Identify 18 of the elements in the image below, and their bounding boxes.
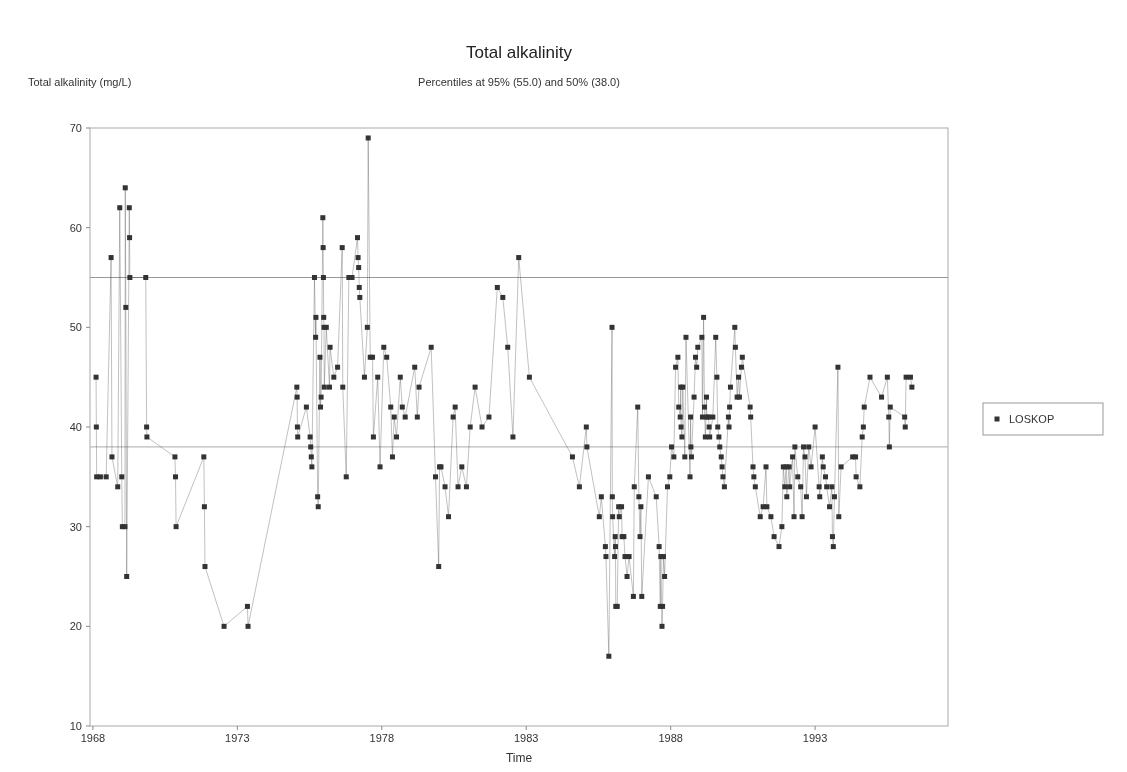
y-tick-label: 40 — [69, 421, 82, 433]
x-tick-label: 1968 — [80, 732, 106, 744]
x-tick-label: 1988 — [658, 732, 683, 744]
y-axis-title: Total alkalinity (mg/L) — [28, 76, 132, 88]
chart-title: Total alkalinity — [466, 43, 573, 62]
x-tick-label: 1993 — [802, 732, 828, 744]
x-tick-label: 1983 — [513, 732, 539, 744]
y-tick-label: 70 — [69, 122, 82, 134]
x-axis-title: Time — [505, 751, 533, 765]
x-tick-label: 1978 — [369, 732, 395, 744]
y-tick-label: 10 — [69, 720, 82, 732]
x-tick-label: 1973 — [225, 732, 250, 744]
y-tick-label: 50 — [69, 321, 82, 334]
y-tick-label: 60 — [69, 221, 82, 234]
chart-subtitle: Percentiles at 95% (55.0) and 50% (38.0) — [418, 76, 620, 88]
y-tick-label: 30 — [69, 520, 82, 533]
y-tick-label: 20 — [69, 620, 82, 633]
legend-label: LOSKOP — [1009, 413, 1055, 425]
